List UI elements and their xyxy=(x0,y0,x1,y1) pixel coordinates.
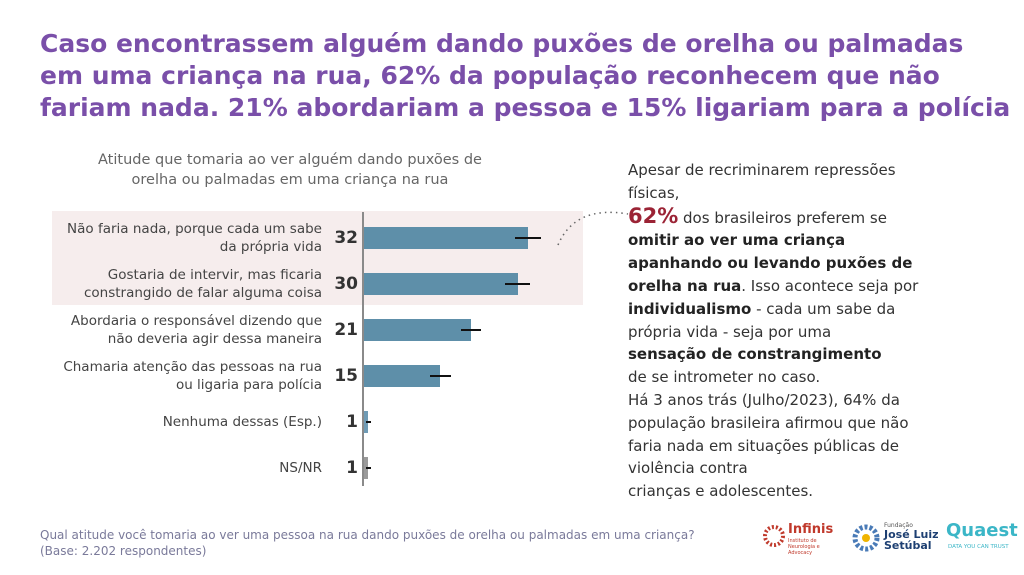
logo-icon xyxy=(763,525,785,547)
note-text: faria nada em situações públicas de xyxy=(628,436,900,455)
error-bar xyxy=(504,283,531,285)
note-line: orelha na rua. Isso acontece seja por xyxy=(628,275,1008,298)
note-text: . Isso acontece seja por xyxy=(741,276,919,295)
error-bar xyxy=(429,375,451,377)
chart-title-line: orelha ou palmadas em uma criança na rua xyxy=(131,172,449,188)
note-line: individualismo - cada um sabe da xyxy=(628,298,1008,321)
value-label: 1 xyxy=(346,412,358,432)
axis-line xyxy=(362,212,364,486)
side-note: Apesar de recriminarem repressões físicas… xyxy=(628,159,1008,503)
logo-sub: Instituto de Neurologia e Advocacy xyxy=(788,538,820,556)
note-text: Há 3 anos trás (Julho/2023), 64% da xyxy=(628,390,900,409)
note-line: violência contra xyxy=(628,457,1008,480)
error-bar xyxy=(365,467,371,469)
logo-pre: Fundação xyxy=(884,522,913,529)
error-bar xyxy=(365,421,371,423)
note-line: de se intrometer no caso. xyxy=(628,366,1008,389)
category-label: Gostaria de intervir, mas ficaria constr… xyxy=(83,267,322,301)
note-text: individualismo xyxy=(628,299,752,318)
note-text: apanhando ou levando puxões de xyxy=(628,254,913,273)
highlight-number: 62% xyxy=(628,203,679,228)
note-text: violência contra xyxy=(628,459,748,478)
category-label: NS/NR xyxy=(279,460,322,476)
note-line: crianças e adolescentes. xyxy=(628,480,1008,503)
title-line: fariam nada. 21% abordariam a pessoa e 1… xyxy=(40,93,1011,122)
value-label: 30 xyxy=(334,274,358,294)
note-text: orelha na rua xyxy=(628,276,742,295)
bar xyxy=(363,227,528,249)
value-label: 32 xyxy=(334,228,358,248)
chart-title: Atitude que tomaria ao ver alguém dando … xyxy=(60,150,520,190)
connector xyxy=(557,211,629,246)
note-line: Há 3 anos trás (Julho/2023), 64% da xyxy=(628,389,1008,412)
dotted-curve xyxy=(557,211,629,246)
title-line: em uma criança na rua, 62% da população … xyxy=(40,61,940,90)
bar xyxy=(363,365,441,387)
note-line: faria nada em situações públicas de xyxy=(628,435,1008,458)
note-text: crianças e adolescentes. xyxy=(628,482,814,501)
note-line: população brasileira afirmou que não xyxy=(628,412,1008,435)
note-text: omitir ao ver uma criança xyxy=(628,231,846,250)
note-line: própria vida - seja por uma xyxy=(628,321,1008,344)
title: Caso encontrassem alguém dando puxões de… xyxy=(40,28,1020,124)
bar xyxy=(363,319,472,341)
category-label: Nenhuma dessas (Esp.) xyxy=(162,414,322,430)
question: Qual atitude você tomaria ao ver uma pes… xyxy=(40,528,695,542)
error-bar xyxy=(514,237,541,239)
logo-icon xyxy=(852,524,880,552)
note-text: - cada um sabe da xyxy=(751,299,896,318)
logo-text: Quaest xyxy=(946,520,1018,541)
note-line: apanhando ou levando puxões de xyxy=(628,252,1008,275)
note-text: própria vida - seja por uma xyxy=(628,322,832,341)
bar xyxy=(363,273,518,295)
title-line: Caso encontrassem alguém dando puxões de… xyxy=(40,29,964,58)
category-label: Chamaria atenção das pessoas na rua ou l… xyxy=(63,359,322,393)
value-label: 21 xyxy=(334,320,358,340)
logo-text: Infinis xyxy=(788,522,834,537)
note-line: sensação de constrangimento xyxy=(628,343,1008,366)
logo-sub: DATA YOU CAN TRUST xyxy=(948,544,1009,550)
base: (Base: 2.202 respondentes) xyxy=(40,544,207,558)
category-label: Não faria nada, porque cada um sabe da p… xyxy=(67,221,322,255)
note-line: físicas, xyxy=(628,182,1008,205)
note-line: Apesar de recriminarem repressões xyxy=(628,159,1008,182)
note-text: sensação de constrangimento xyxy=(628,345,882,364)
logo-text: José Luiz Setúbal xyxy=(884,528,939,552)
category-label: Abordaria o responsável dizendo que não … xyxy=(70,313,322,347)
value-label: 15 xyxy=(334,366,358,386)
value-label: 1 xyxy=(346,458,358,478)
note-text: de se intrometer no caso. xyxy=(628,368,821,387)
error-bar xyxy=(460,329,482,331)
chart-title-line: Atitude que tomaria ao ver alguém dando … xyxy=(98,152,482,168)
note-text: Apesar de recriminarem repressões xyxy=(628,161,896,179)
note-line: omitir ao ver uma criança xyxy=(628,229,1008,252)
note-text: físicas, xyxy=(628,183,680,202)
note-line: 62% dos brasileiros preferem se xyxy=(628,203,1008,230)
footer: Qual atitude você tomaria ao ver uma pes… xyxy=(40,527,695,559)
note-text: dos brasileiros preferem se xyxy=(678,208,887,227)
note-text: população brasileira afirmou que não xyxy=(628,413,909,432)
